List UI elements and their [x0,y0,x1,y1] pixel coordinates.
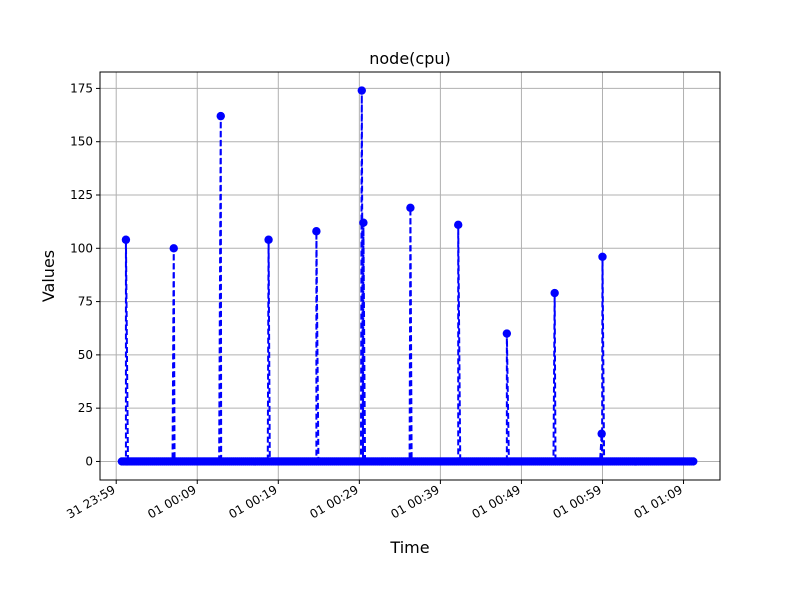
chart-title: node(cpu) [369,49,451,68]
spike-point [169,244,178,253]
spike-point [359,218,368,227]
y-tick-label: 75 [78,295,93,309]
y-tick-label: 100 [70,241,93,255]
y-tick-label: 150 [70,135,93,149]
y-tick-label: 25 [78,401,93,415]
spike-point [357,86,366,95]
spike-point [216,111,225,121]
spike-point [406,203,415,212]
y-axis-title: Values [39,250,58,302]
plot-frame [99,71,721,481]
series-cpu [117,86,698,466]
spike-point [598,252,607,262]
y-tick-label: 125 [70,188,93,202]
y-tick-label: 0 [85,454,93,468]
spike-point [454,220,463,230]
y-tick-label: 175 [70,81,93,95]
spike-point [502,329,512,338]
spike-point [121,235,131,244]
spike-point [312,227,321,236]
baseline-point [689,457,698,466]
y-axis: 0 25 50 75 100 125 150 175 [70,81,100,468]
x-axis-title: Time [389,538,429,557]
spike-point [550,288,559,298]
spike-point [597,429,606,438]
y-tick-label: 50 [78,348,93,362]
spike-point [264,235,273,244]
